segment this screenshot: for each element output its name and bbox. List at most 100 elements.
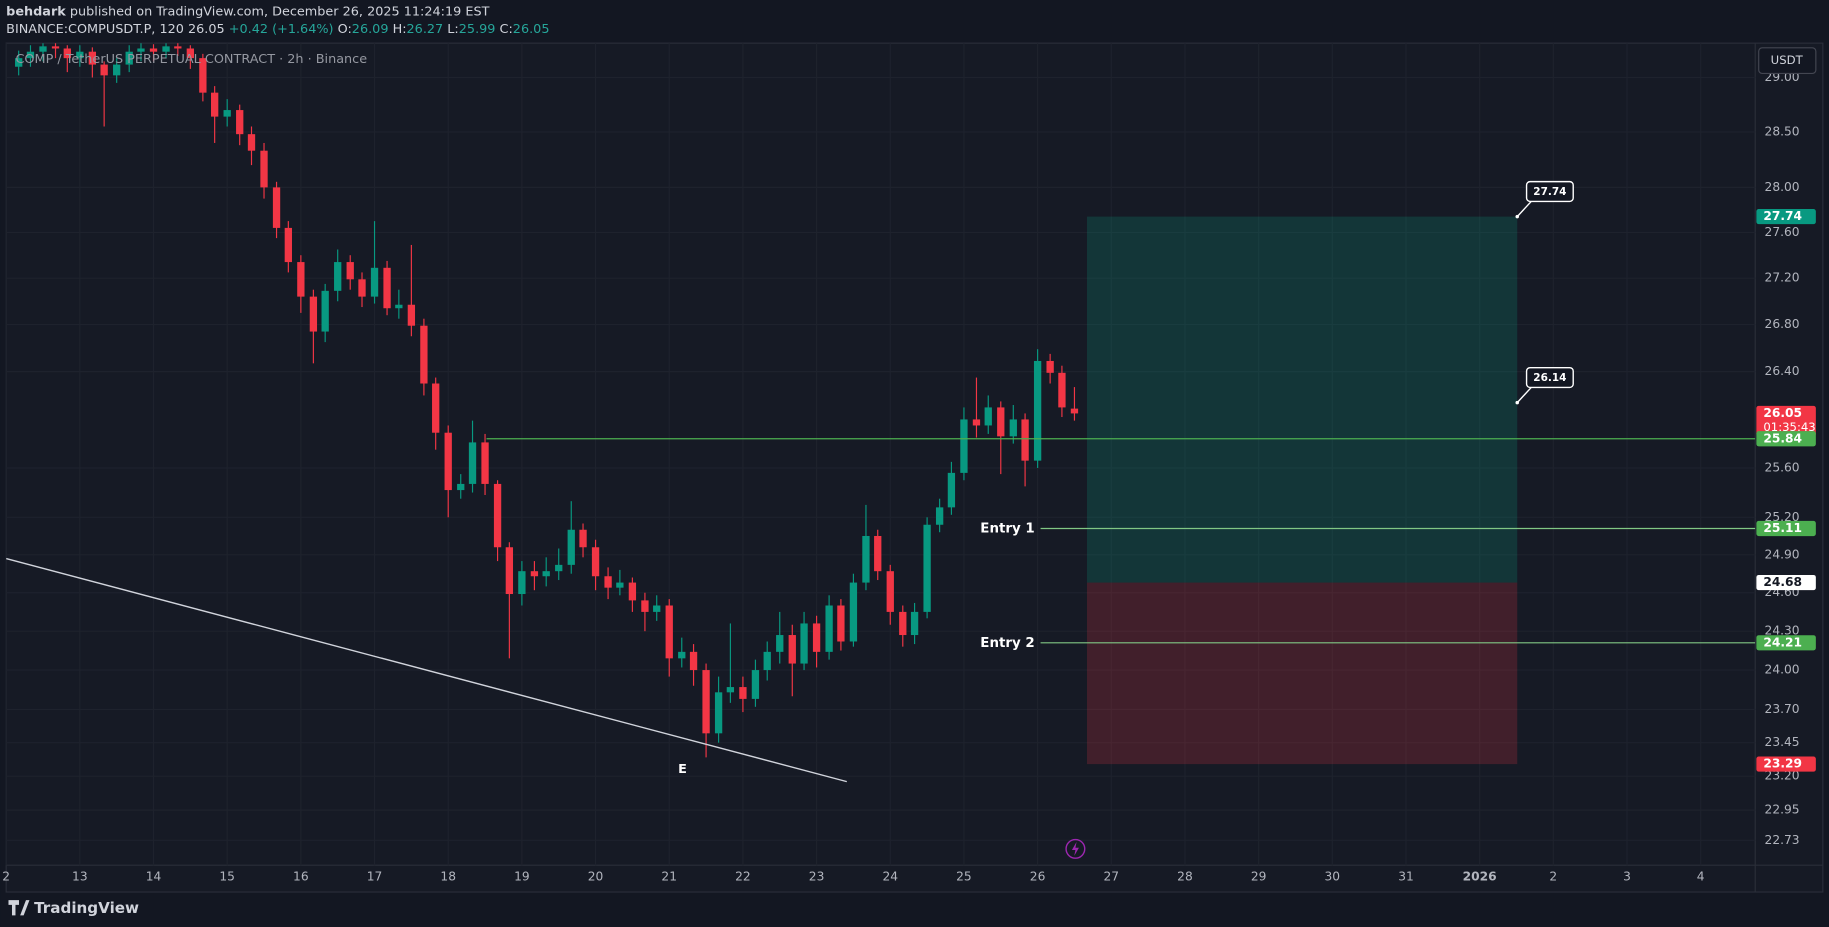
x-tick-label: 3 [1623,869,1631,883]
price-tag [1756,520,1816,537]
candle-body [174,46,182,49]
candle-body [457,483,465,491]
change: +0.42 (+1.64%) [229,22,334,37]
candle-body [910,611,919,636]
candle-body [505,547,514,595]
candle-body [751,670,760,699]
last-price: 26.05 [188,22,225,37]
candle-body [812,623,821,652]
x-tick-label: 24 [882,869,898,883]
x-tick-label: 4 [1697,869,1705,883]
candle-body [370,267,379,297]
l-value: 25.99 [459,22,496,37]
symbol: BINANCE:COMPUSDT.P, 120 [6,22,184,37]
candle-body [272,187,281,228]
currency-button[interactable] [1758,47,1817,75]
y-tick-label: 22.73 [1765,833,1800,847]
o-label: O: [338,22,352,37]
candle-body [15,58,23,67]
y-tick-label: 27.20 [1765,271,1800,285]
candle-body [100,64,108,76]
callout-pointer [1516,386,1532,404]
candle-body [125,51,133,65]
candle-body [739,687,747,699]
callout-point [1515,214,1519,219]
candle-body [358,279,366,297]
price-tag [1756,635,1816,651]
x-tick-label: 26 [1030,869,1046,883]
candle-body [260,150,268,188]
x-tick-label: 18 [440,869,456,883]
candle-body [199,58,207,93]
axes: 2 13 14 15 16 17 18 19 20 21 22 23 24 25 26 27 28 29 30 31 2… [2,70,1799,883]
x-tick-label: 2 [1549,869,1557,883]
candle-body [555,564,563,572]
x-tick-label: 29 [1251,869,1267,883]
candle-body [972,419,981,426]
candle-body [88,51,97,65]
h-value: 26.27 [407,22,444,37]
candle-body [886,571,894,612]
candle-body [407,304,416,326]
countdown: 01:35:43 [1763,420,1815,434]
y-tick-label: 27.60 [1765,225,1800,239]
y-tick-label: 23.20 [1765,769,1800,783]
candle-body [800,623,808,664]
alert-icon[interactable] [1065,838,1086,859]
y-tick-label: 26.80 [1765,317,1800,331]
x-tick-label: 15 [219,869,235,883]
candle-body [518,571,526,595]
candle-body [309,296,318,332]
point-label: E [678,762,687,777]
y-tick-label: 28.00 [1765,180,1800,194]
candle-body [223,110,231,117]
candle-body [137,48,145,52]
candle-body [628,582,637,601]
candle-body [186,48,194,59]
price-tag-label: 25.11 [1763,521,1802,535]
x-tick-label: 28 [1177,869,1193,883]
y-tick-label: 25.20 [1765,510,1800,524]
callout-box [1525,366,1574,389]
candle-body [935,507,944,525]
price-tag-label: 25.84 [1763,431,1802,445]
x-tick-label: 16 [293,869,309,883]
price-tag-label: 27.74 [1763,209,1802,223]
callout-box [1525,180,1574,203]
x-tick-label: 21 [661,869,677,883]
candle-body [984,407,992,426]
candle-body [481,442,489,484]
candle-body [1046,360,1054,373]
x-tick-label: 25 [956,869,972,883]
y-tick-label: 23.45 [1765,735,1800,749]
profit-zone [1086,216,1518,583]
alert-bolt [1071,841,1079,856]
candle-body [678,651,686,659]
candle-body [211,92,219,117]
x-tick-label: 13 [72,869,88,883]
o-value: 26.09 [352,22,389,37]
candle-body [616,582,624,588]
candle-body [714,692,723,734]
author: behdark [6,4,66,19]
candle-body [26,51,35,59]
brand-logo [8,900,30,916]
c-value: 26.05 [513,22,550,37]
candle-body [788,635,796,664]
candle-body [1021,419,1029,461]
candle-body [923,524,931,612]
price-tag [1756,756,1816,772]
candle-body [432,383,440,433]
x-tick-label: 19 [514,869,530,883]
price-tag-label: 24.68 [1763,575,1802,589]
candle-body [63,48,71,59]
candle-body [51,46,60,49]
candle-body [149,48,158,52]
price-tag-label: 23.29 [1763,757,1802,771]
loss-zone [1086,582,1518,765]
x-tick-label: 2026 [1463,869,1497,883]
candle-body [567,529,575,565]
candle-body [493,483,502,548]
y-tick-label: 23.70 [1765,702,1800,716]
currency[interactable]: USDT [1771,53,1804,67]
